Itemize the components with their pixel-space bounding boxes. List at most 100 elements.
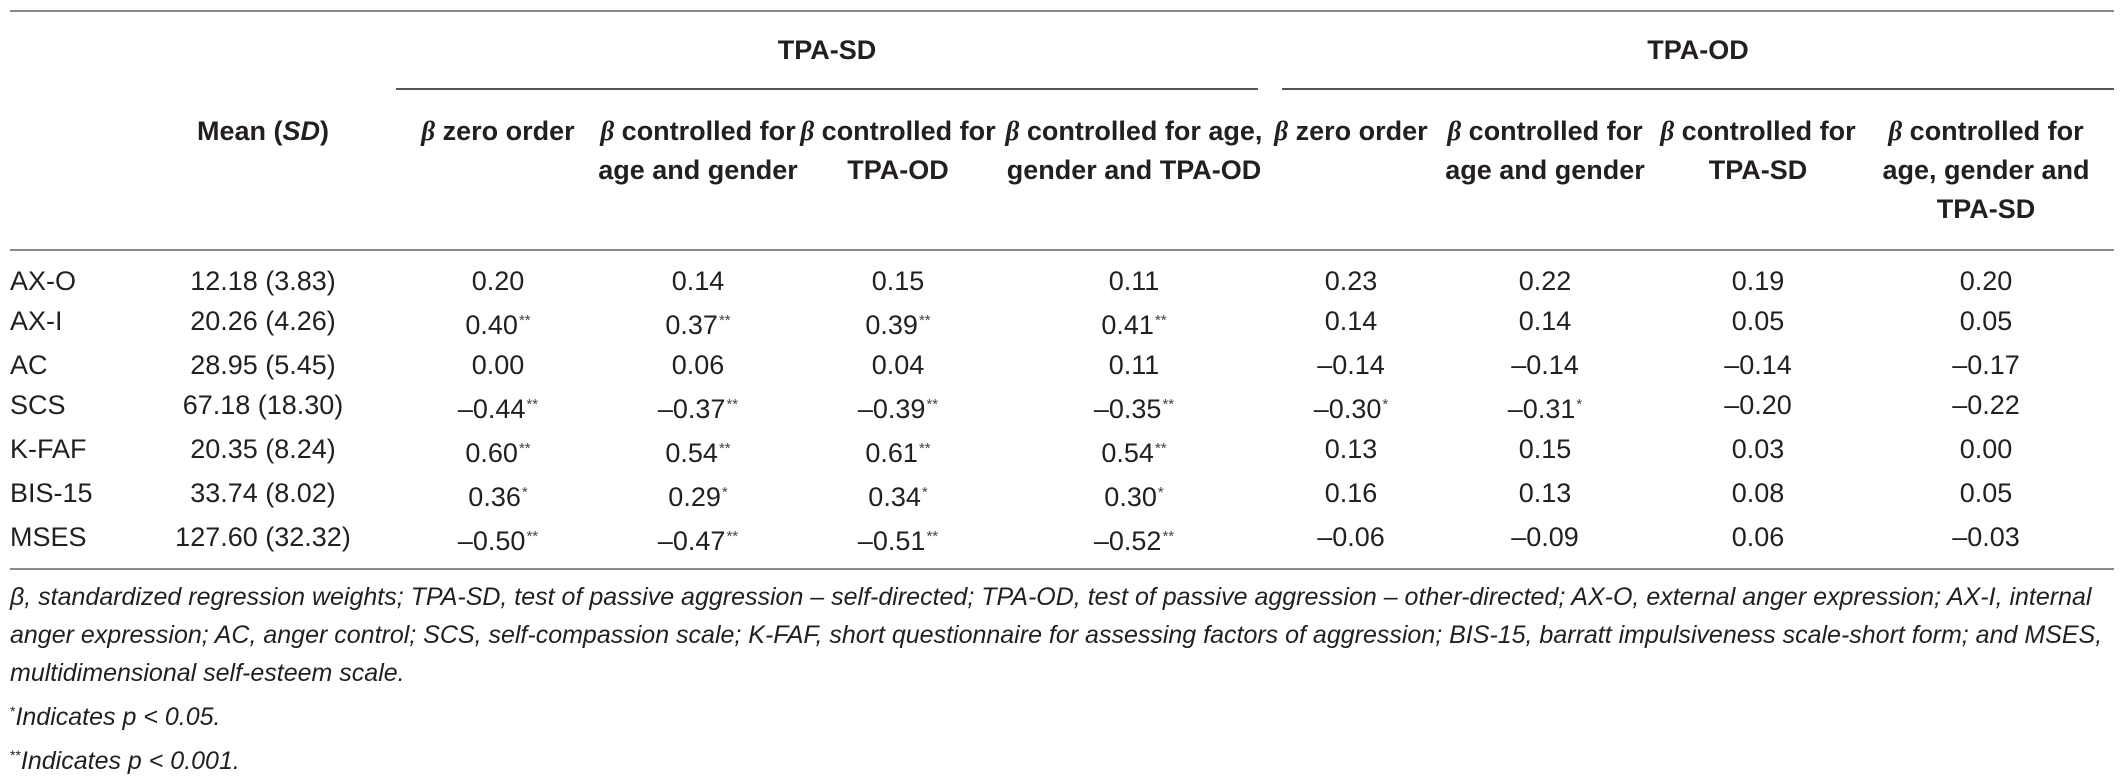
group-tpa-od-label: TPA-OD [1282,12,2114,90]
beta-cell: –0.14 [1658,345,1858,385]
beta-cell: 0.15 [1432,429,1658,473]
beta-value: –0.14 [1317,350,1385,380]
significance-marker: ** [726,396,739,413]
significance-marker: * [721,484,728,501]
beta-cell: –0.06 [1270,517,1432,575]
beta-value: 0.19 [1731,266,1785,296]
beta-value: 0.39 [865,310,918,340]
beta-cell: 0.37** [598,301,798,345]
beta-cell: –0.03 [1858,517,2114,575]
header: TPA-SD TPA-OD Mean (SD) β zero order β c… [10,10,2114,251]
beta-symbol: β [1447,116,1462,146]
beta-cell: –0.52** [998,517,1270,575]
beta-cell: 0.05 [1858,301,2114,345]
beta-value: 0.13 [1324,434,1378,464]
single-star: * [10,703,16,719]
beta-value: 0.14 [1518,306,1572,336]
beta-cell: 0.03 [1658,429,1858,473]
beta-value: 0.37 [665,310,718,340]
beta-value: –0.03 [1952,522,2020,552]
beta-value: 0.11 [1108,266,1160,296]
beta-cell: –0.30* [1270,385,1432,429]
col-head-sd-all: β controlled for age, gender and TPA-OD [998,90,1270,251]
col-head-sd-zero: β zero order [398,90,598,251]
beta-cell: 0.11 [998,250,1270,301]
beta-value: –0.37 [657,394,726,424]
significance-marker: ** [526,528,539,545]
beta-cell: 0.36* [398,473,598,517]
table-row: MSES 127.60 (32.32) –0.50** –0.47** –0.51** –… [10,517,2114,575]
beta-value: –0.22 [1952,390,2020,420]
beta-cell: 0.19 [1658,250,1858,301]
mean-sd: SD [282,116,321,146]
col-head-text: controlled for TPA-OD [821,116,996,185]
beta-value: 0.00 [1959,434,2013,464]
double-star: ** [10,747,21,763]
beta-cell: 0.13 [1432,473,1658,517]
beta-symbol: β [600,116,615,146]
beta-value: 0.41 [1101,310,1154,340]
col-head-text: zero order [442,116,575,146]
col-head-text: controlled for age and gender [598,116,798,185]
significance-marker: * [1382,396,1389,413]
table-body: AX-O 12.18 (3.83) 0.20 0.14 0.15 0.11 0.23 0.22… [10,250,2114,575]
beta-cell: 0.13 [1270,429,1432,473]
beta-cell: 0.39** [798,301,998,345]
beta-value: 0.08 [1731,478,1785,508]
beta-cell: 0.22 [1432,250,1658,301]
mean-cell: 28.95 (5.45) [190,350,336,380]
significance-marker: ** [1154,440,1167,457]
beta-value: –0.14 [1724,350,1792,380]
significance-marker: ** [518,440,531,457]
significance-marker: * [921,484,928,501]
col-head-mean: Mean (SD) [128,90,398,251]
beta-cell: 0.41** [998,301,1270,345]
beta-cell: –0.51** [798,517,998,575]
col-head-text: zero order [1295,116,1428,146]
row-label: SCS [10,390,66,420]
beta-cell: 0.04 [798,345,998,385]
beta-value: 0.61 [865,438,918,468]
beta-value: 0.36 [468,482,521,512]
significance-marker: ** [718,312,731,329]
significance-marker: ** [518,312,531,329]
beta-cell: 0.15 [798,250,998,301]
col-head-variable [10,90,128,251]
beta-cell: 0.00 [398,345,598,385]
beta-value: 0.15 [1518,434,1572,464]
beta-symbol: β [1274,116,1289,146]
col-head-od-agegender: β controlled for age and gender [1432,90,1658,251]
footer-rule [10,568,2114,570]
beta-value: 0.22 [1518,266,1572,296]
significance-marker: ** [718,440,731,457]
beta-cell: 0.06 [1658,517,1858,575]
mean-suffix: ) [320,116,330,146]
row-label: AC [10,350,48,380]
beta-value: 0.40 [465,310,518,340]
beta-cell: –0.44** [398,385,598,429]
beta-cell: –0.20 [1658,385,1858,429]
beta-value: 0.05 [1731,306,1785,336]
group-tpa-od: TPA-OD [1270,10,2114,90]
beta-value: 0.04 [871,350,925,380]
beta-value: –0.09 [1511,522,1579,552]
beta-cell: –0.47** [598,517,798,575]
correlation-table: TPA-SD TPA-OD Mean (SD) β zero order β c… [10,10,2114,575]
beta-cell: 0.54** [998,429,1270,473]
col-head-sd-tpaod: β controlled for TPA-OD [798,90,998,251]
beta-value: –0.35 [1093,394,1162,424]
beta-value: 0.60 [465,438,518,468]
beta-cell: 0.61** [798,429,998,473]
beta-cell: 0.06 [598,345,798,385]
beta-value: 0.29 [668,482,721,512]
beta-symbol: β [1005,116,1020,146]
beta-value: 0.03 [1731,434,1785,464]
col-head-text: controlled for age and gender [1445,116,1645,185]
beta-cell: 0.20 [398,250,598,301]
beta-cell: 0.54** [598,429,798,473]
col-head-od-tpasd: β controlled for TPA-SD [1658,90,1858,251]
table-row: AX-O 12.18 (3.83) 0.20 0.14 0.15 0.11 0.23 0.22… [10,250,2114,301]
beta-value: 0.05 [1959,306,2013,336]
beta-value: –0.44 [457,394,526,424]
